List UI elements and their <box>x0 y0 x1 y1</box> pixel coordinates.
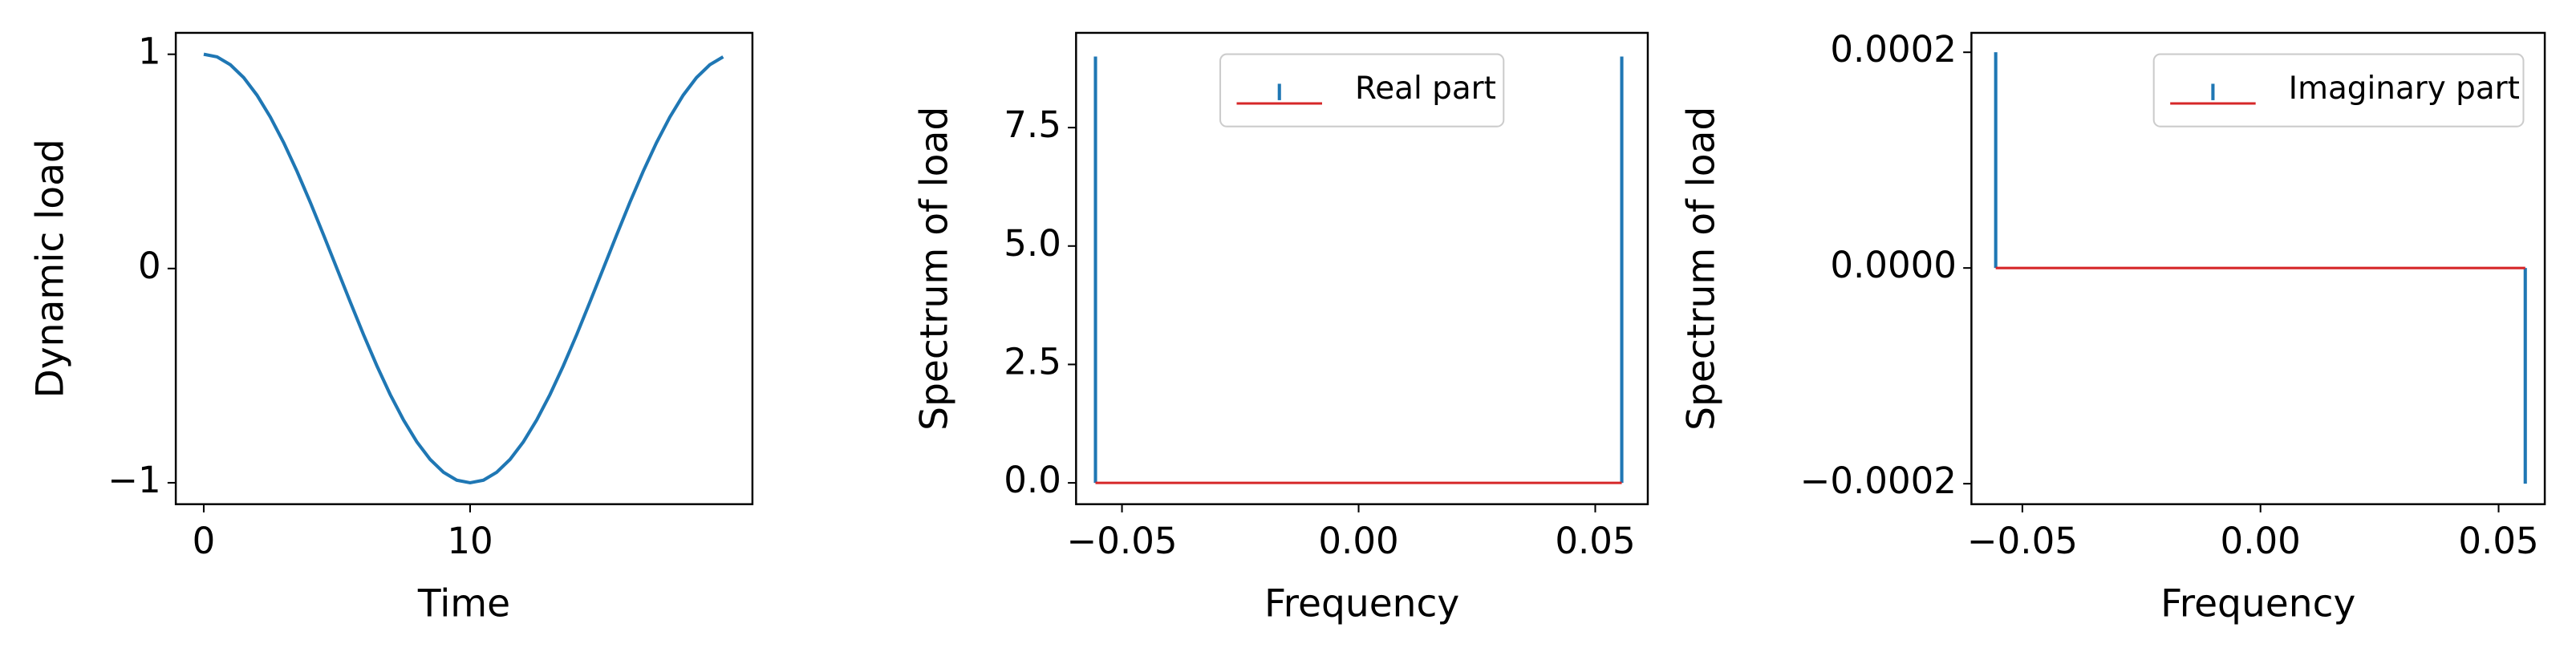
axes-frame <box>1075 31 1649 505</box>
y-tick-label: 0.0002 <box>1830 28 1957 71</box>
legend: Imaginary part <box>2152 53 2525 128</box>
line <box>203 52 724 485</box>
legend-box <box>2152 53 2525 128</box>
y-axis-label: Spectrum of load <box>912 107 956 431</box>
y-tick-label: −0.0002 <box>1800 460 1957 502</box>
x-tick-label: 0 <box>193 520 216 562</box>
x-axis-label: Frequency <box>1264 582 1459 626</box>
x-axis-label: Time <box>417 582 510 626</box>
y-tick-label: 0 <box>138 245 161 287</box>
y-tick-label: 7.5 <box>1004 103 1061 146</box>
y-tick-label: 0.0 <box>1004 459 1061 501</box>
y-tick-label: 1 <box>138 30 161 73</box>
axes-frame <box>174 31 754 505</box>
x-tick-label: 0.00 <box>1318 520 1398 562</box>
legend-box <box>1219 53 1505 128</box>
x-tick-label: −0.05 <box>1967 520 2078 562</box>
x-tick-label: 0.05 <box>2458 520 2538 562</box>
legend-label: Real part <box>1355 71 1496 107</box>
legend-label: Imaginary part <box>2289 71 2520 107</box>
y-axis-label: Spectrum of load <box>1680 107 1724 431</box>
axes-frame <box>1970 31 2546 505</box>
y-tick-label: 5.0 <box>1004 222 1061 265</box>
x-axis-label: Frequency <box>2160 582 2355 626</box>
legend: Real part <box>1219 53 1505 128</box>
x-tick-label: 0.05 <box>1555 520 1635 562</box>
x-tick-label: 10 <box>447 520 493 562</box>
y-tick-label: −1 <box>108 459 160 501</box>
y-tick-label: 0.0000 <box>1830 244 1957 286</box>
x-tick-label: 0.00 <box>2221 520 2301 562</box>
y-axis-label: Dynamic load <box>29 139 73 398</box>
x-tick-label: −0.05 <box>1067 520 1178 562</box>
y-tick-label: 2.5 <box>1004 340 1061 383</box>
